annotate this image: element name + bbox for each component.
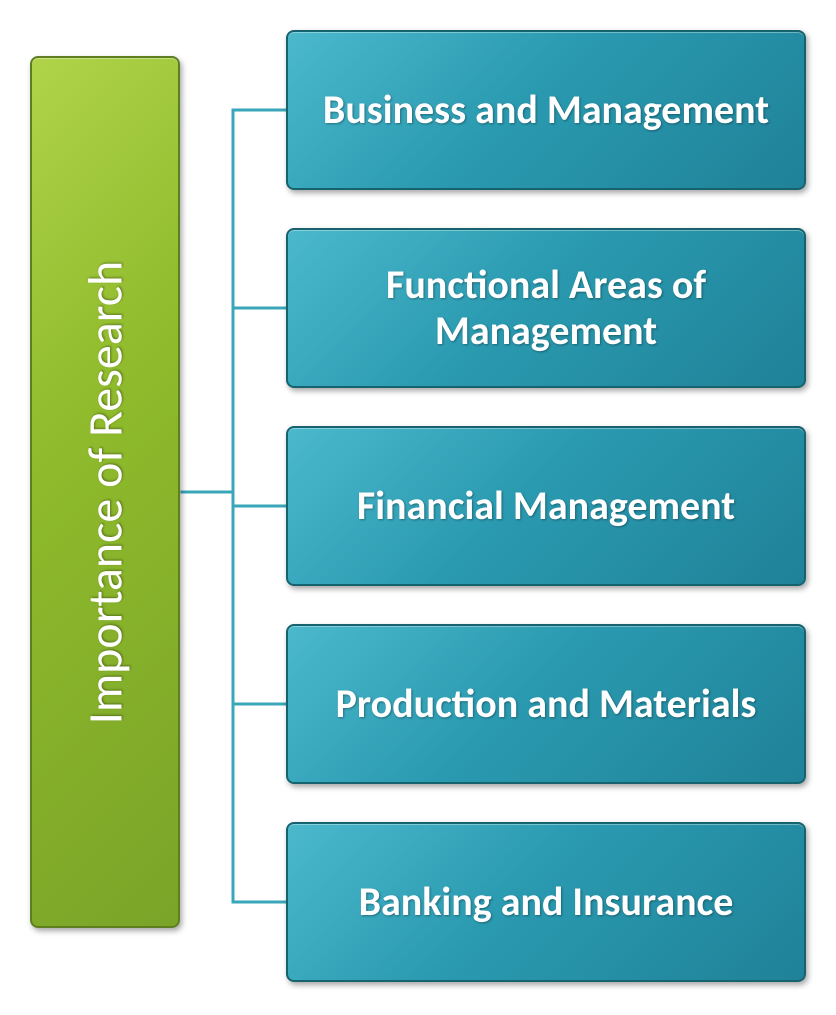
child-label: Business and Management	[323, 87, 769, 133]
root-label: Importance of Research	[76, 260, 135, 724]
child-label: Financial Management	[357, 483, 735, 529]
child-node: Production and Materials	[286, 624, 806, 784]
child-node: Financial Management	[286, 426, 806, 586]
child-node: Banking and Insurance	[286, 822, 806, 982]
child-label: Production and Materials	[336, 681, 757, 727]
child-label: Banking and Insurance	[359, 879, 734, 925]
child-label: Functional Areas of Management	[308, 262, 784, 354]
child-node: Functional Areas of Management	[286, 228, 806, 388]
hierarchy-diagram: Importance of Research Business and Mana…	[30, 30, 806, 985]
child-node: Business and Management	[286, 30, 806, 190]
root-node: Importance of Research	[30, 56, 180, 928]
